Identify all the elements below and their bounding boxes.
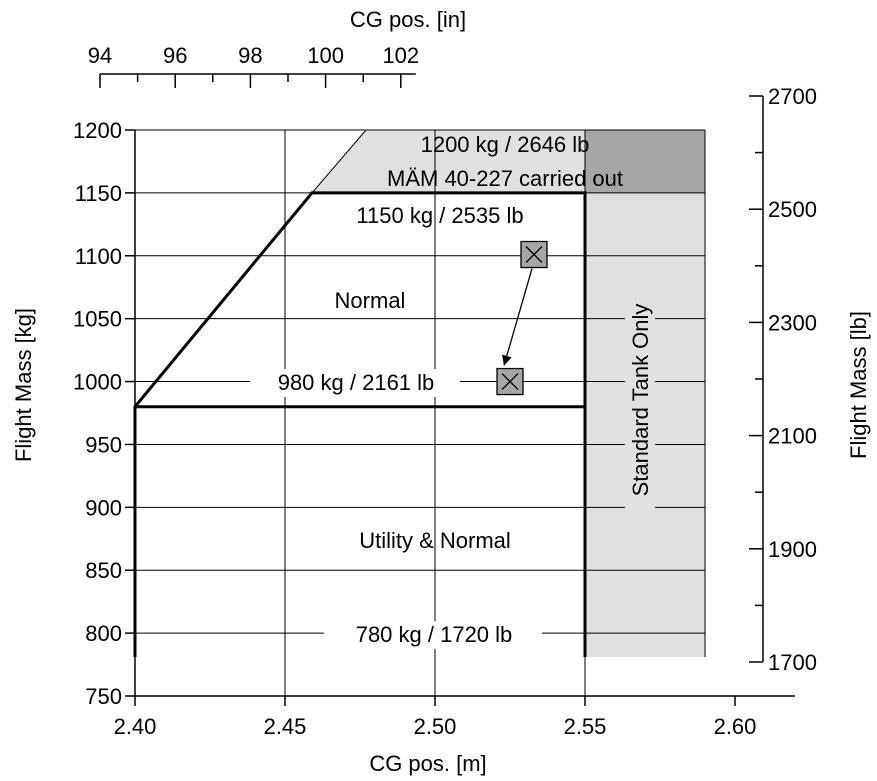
- right-tick-label: 2100: [768, 424, 817, 449]
- axes: 750 800 850 900 950 1000 1050 1100 1150 1200 2.40 2…: [73, 43, 817, 739]
- bottom-axis-title: CG pos. [m]: [369, 751, 486, 776]
- left-tick-label: 1200: [73, 118, 122, 143]
- max-utility-mass-annotation: 980 kg / 2161 lb: [278, 370, 435, 395]
- top-tick-label: 94: [88, 43, 112, 68]
- mam-note-annotation: MÄM 40-227 carried out: [387, 166, 623, 191]
- left-tick-label: 850: [85, 558, 122, 583]
- left-tick-label: 1100: [75, 244, 122, 269]
- top-tick-label: 96: [163, 43, 187, 68]
- left-tick-label: 1050: [73, 307, 122, 332]
- top-axis-title: CG pos. [in]: [350, 7, 466, 32]
- min-mass-annotation: 780 kg / 1720 lb: [356, 622, 513, 647]
- left-tick-label: 1150: [75, 181, 122, 206]
- bottom-tick-label: 2.60: [714, 714, 757, 739]
- left-tick-label: 750: [85, 684, 122, 709]
- marker-cross: [525, 246, 543, 263]
- standard-tank-label-bg: [625, 270, 655, 532]
- bottom-tick-label: 2.40: [114, 714, 157, 739]
- left-tick-label: 950: [85, 432, 122, 457]
- mam-mass-annotation: 1200 kg / 2646 lb: [421, 132, 590, 157]
- bottom-tick-label: 2.55: [564, 714, 607, 739]
- marker-cross: [501, 373, 519, 391]
- right-tick-label: 2700: [768, 84, 817, 109]
- top-tick-label: 100: [307, 43, 344, 68]
- utility-normal-category-label: Utility & Normal: [359, 528, 511, 553]
- left-tick-label: 900: [85, 495, 122, 520]
- left-tick-label: 800: [85, 621, 122, 646]
- region-overlap: [585, 130, 705, 193]
- bottom-tick-label: 2.45: [264, 714, 307, 739]
- right-tick-label: 1700: [768, 650, 817, 675]
- right-tick-label: 2500: [768, 197, 817, 222]
- right-tick-label: 2300: [768, 310, 817, 335]
- flight-envelope-line: [133, 191, 587, 658]
- example-markers: [496, 240, 548, 396]
- example-point-marker: [520, 240, 548, 269]
- right-tick-label: 1900: [768, 537, 817, 562]
- mam-extension-edge: [311, 129, 367, 194]
- marker-box: [520, 240, 548, 269]
- max-normal-mass-annotation: 1150 kg / 2535 lb: [356, 203, 523, 228]
- top-tick-label: 98: [238, 43, 262, 68]
- right-axis-title: Flight Mass [lb]: [846, 311, 871, 459]
- standard-tank-label: Standard Tank Only: [628, 304, 653, 497]
- left-axis-title: Flight Mass [kg]: [11, 308, 36, 462]
- min-mass-label-bg: [324, 621, 542, 649]
- top-tick-label: 102: [382, 43, 419, 68]
- left-tick-label: 1000: [73, 370, 122, 395]
- max-utility-label-bg: [250, 369, 460, 397]
- bottom-tick-label: 2.50: [414, 714, 457, 739]
- normal-category-label: Normal: [335, 288, 406, 313]
- example-arrow: [501, 268, 533, 366]
- example-point-marker: [496, 367, 524, 396]
